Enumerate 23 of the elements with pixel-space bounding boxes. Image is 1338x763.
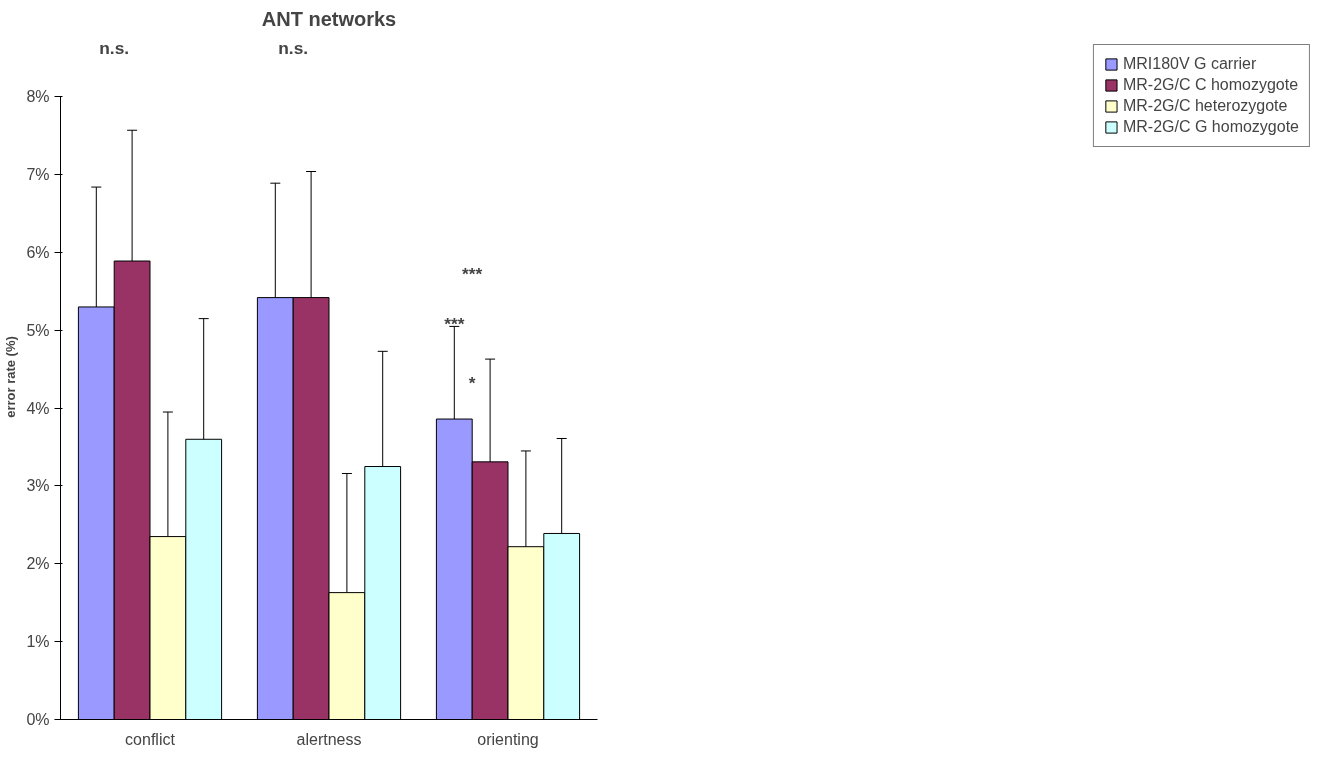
x-tick-label: orienting xyxy=(477,730,539,748)
text: n.s. xyxy=(99,37,130,58)
y-tick-label: 6% xyxy=(26,243,50,261)
y-tick-label: 8% xyxy=(26,88,50,106)
y-axis-title: error rate (%) xyxy=(3,336,19,418)
chart-title: ANT networks xyxy=(261,7,397,30)
legend-label: MR-2G/C C homozygote xyxy=(1122,76,1299,94)
annotation: *** xyxy=(462,263,483,284)
x-tick-label: conflict xyxy=(125,730,176,748)
legend-label: MR-2G/C G homozygote xyxy=(1122,118,1299,136)
y-tick-label: 7% xyxy=(26,166,50,184)
legend-label: MR-2G/C heterozygote xyxy=(1122,97,1288,115)
y-tick-label: 2% xyxy=(26,555,50,573)
legend-label: MRI180V G carrier xyxy=(1122,55,1257,73)
y-tick-label: 1% xyxy=(26,633,50,651)
y-tick-label: 4% xyxy=(26,399,50,417)
y-tick-label: 3% xyxy=(26,477,50,495)
y-tick-label: 5% xyxy=(26,321,50,339)
y-tick-label: 0% xyxy=(26,711,50,728)
annotation: *** xyxy=(444,314,465,335)
annotation: * xyxy=(468,372,476,393)
text: n.s. xyxy=(278,37,309,58)
x-tick-label: alertness xyxy=(296,730,362,748)
